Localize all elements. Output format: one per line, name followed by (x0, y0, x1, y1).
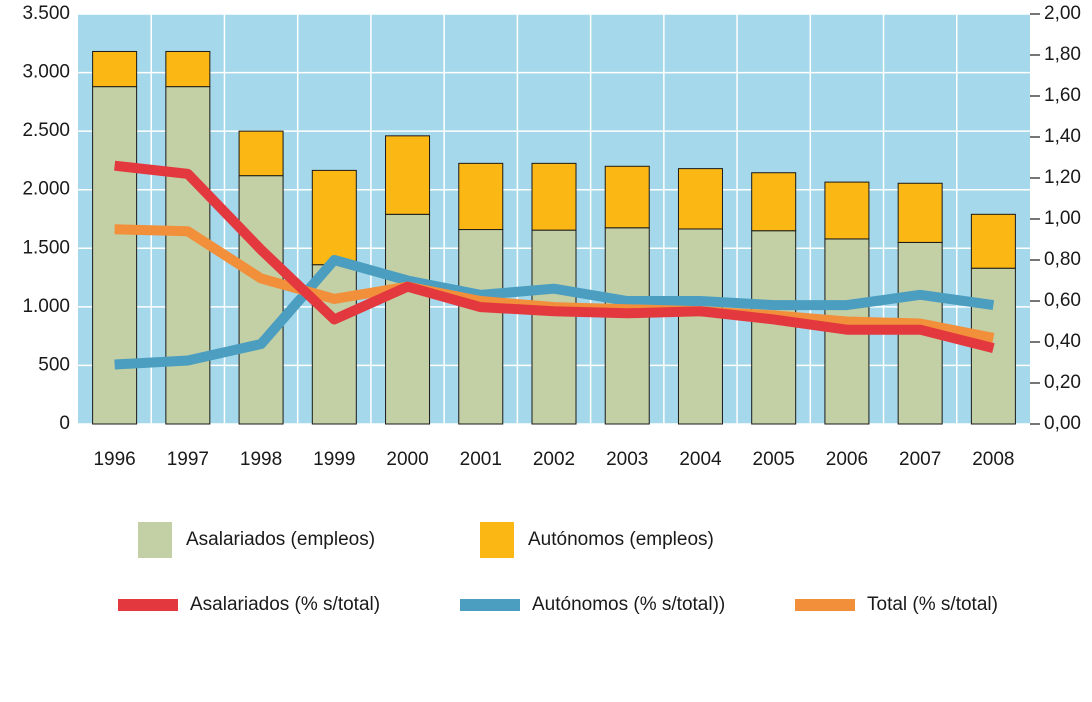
y2-tick-label: 1,60 (1044, 85, 1081, 106)
x-tick-label: 1998 (240, 449, 282, 470)
x-tick-label: 2000 (386, 449, 428, 470)
legend-label: Asalariados (% s/total) (190, 594, 380, 615)
y2-tick-label: 0,00 (1044, 413, 1081, 434)
y-tick-label: 3.500 (22, 3, 70, 24)
x-tick-label: 2003 (606, 449, 648, 470)
x-tick-label: 2004 (679, 449, 722, 470)
bar (165, 50, 211, 88)
y2-tick-label: 1,80 (1044, 44, 1081, 65)
legend-swatch (118, 599, 178, 611)
x-tick-label: 2006 (826, 449, 868, 470)
y-tick-label: 2.500 (22, 120, 70, 141)
bar (751, 172, 797, 232)
x-tick-label: 1997 (167, 449, 209, 470)
y-tick-label: 500 (38, 354, 70, 375)
y2-tick-label: 1,00 (1044, 208, 1081, 229)
x-tick-label: 2001 (460, 449, 502, 470)
bar (897, 182, 943, 243)
bar (751, 230, 797, 425)
y2-tick-label: 0,20 (1044, 372, 1081, 393)
legend-label: Autónomos (% s/total)) (532, 594, 725, 615)
x-tick-label: 2005 (753, 449, 795, 470)
bar (238, 130, 284, 177)
bar (531, 229, 577, 425)
x-tick-label: 2007 (899, 449, 941, 470)
line-series (114, 160, 995, 353)
bar (824, 181, 870, 240)
legend-label: Total (% s/total) (867, 594, 998, 615)
y2-tick-label: 1,40 (1044, 126, 1081, 147)
bar (458, 162, 504, 231)
y2-tick-label: 2,00 (1044, 3, 1081, 24)
y2-tick-label: 0,60 (1044, 290, 1081, 311)
y2-tick-label: 1,20 (1044, 167, 1081, 188)
x-tick-label: 1996 (93, 449, 135, 470)
bar (385, 135, 431, 215)
x-tick-label: 2008 (972, 449, 1014, 470)
bar (604, 227, 650, 425)
y-tick-label: 2.000 (22, 179, 70, 200)
y-tick-label: 3.000 (22, 62, 70, 83)
bar (677, 168, 723, 230)
bar (92, 50, 138, 88)
bar (385, 213, 431, 425)
bar (604, 165, 650, 229)
y-tick-label: 1.500 (22, 237, 70, 258)
y-tick-label: 1.000 (22, 296, 70, 317)
y2-tick-label: 0,80 (1044, 249, 1081, 270)
bar (311, 169, 357, 266)
bar (311, 264, 357, 425)
bar (165, 86, 211, 425)
legend-swatch (795, 599, 855, 611)
y-tick-label: 0 (59, 413, 70, 434)
bar (970, 213, 1016, 269)
x-tick-label: 2002 (533, 449, 575, 470)
bar (458, 229, 504, 425)
bar (238, 175, 284, 425)
legend-swatch (480, 522, 514, 558)
y2-tick-label: 0,40 (1044, 331, 1081, 352)
x-tick-label: 1999 (313, 449, 355, 470)
bar (92, 86, 138, 425)
legend-swatch (460, 599, 520, 611)
bar (531, 162, 577, 231)
legend-swatch (138, 522, 172, 558)
legend-label: Autónomos (empleos) (528, 529, 714, 550)
legend-label: Asalariados (empleos) (186, 529, 375, 550)
line-series (114, 255, 995, 370)
bar (677, 228, 723, 425)
